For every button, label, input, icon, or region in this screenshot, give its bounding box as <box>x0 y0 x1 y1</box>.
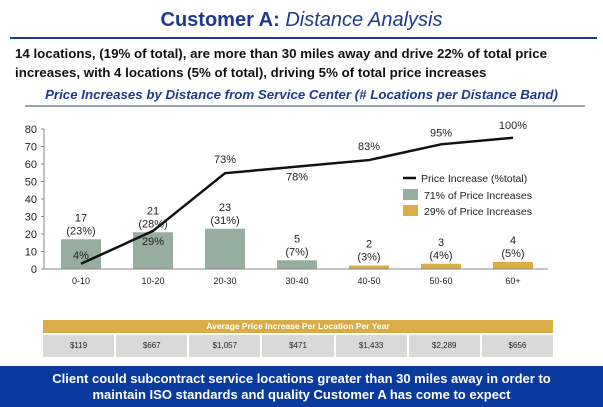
summary-line-2: increases, with 4 locations (5% of total… <box>15 65 487 80</box>
line-point-label: 4% <box>73 250 89 262</box>
bar <box>421 263 461 269</box>
line-point-label: 73% <box>214 154 236 166</box>
x-tick-label: 40-50 <box>357 276 380 285</box>
title-divider <box>10 37 597 39</box>
x-tick-label: 30-40 <box>285 276 308 285</box>
bar-value-label: 2 <box>366 239 372 251</box>
avg-price-table-header: Average Price Increase Per Location Per … <box>43 320 553 333</box>
price-increase-line: 4% 29% 73% 78% 83% 95% 100% <box>73 120 527 265</box>
chart-title-divider <box>25 105 585 107</box>
line-point-label: 78% <box>286 172 308 184</box>
y-axis: 0 10 20 30 40 50 60 70 80 <box>25 124 45 276</box>
banner-line-1: Client could subcontract service locatio… <box>52 371 551 386</box>
title-bold: Customer A: <box>160 9 280 31</box>
bar-pct-label: (7%) <box>285 246 308 258</box>
bar <box>277 260 317 269</box>
avg-price-cell: $667 <box>116 335 188 357</box>
avg-price-cell: $471 <box>262 335 334 357</box>
x-tick-label: 60+ <box>505 276 520 285</box>
bar <box>61 239 101 269</box>
bar <box>493 262 533 269</box>
bar-pct-label: (4%) <box>429 250 452 262</box>
line-point-label: 83% <box>358 141 380 153</box>
y-tick-label: 0 <box>31 264 37 276</box>
chart-title: Price Increases by Distance from Service… <box>45 87 558 102</box>
line-point-label: 100% <box>499 120 527 132</box>
x-axis: 0-10 10-20 20-30 30-40 40-50 50-60 60+ <box>44 268 548 285</box>
y-tick-label: 80 <box>25 124 37 136</box>
y-tick-label: 40 <box>25 194 37 206</box>
avg-price-cell: $119 <box>43 335 115 357</box>
bar-value-label: 21 <box>147 205 159 217</box>
legend-gold-swatch <box>403 205 418 216</box>
page-title: Customer A: Distance Analysis <box>0 9 603 32</box>
legend-label: 71% of Price Increases <box>424 190 532 202</box>
avg-price-table: Average Price Increase Per Location Per … <box>43 320 553 357</box>
avg-price-cell: $1,057 <box>189 335 261 357</box>
y-tick-label: 60 <box>25 159 37 171</box>
summary-line-1: 14 locations, (19% of total), are more t… <box>15 46 548 61</box>
bar-value-label: 17 <box>75 212 87 224</box>
legend-green-swatch <box>403 189 418 200</box>
line-point-label: 29% <box>142 236 164 248</box>
legend: Price Increase (%total) 71% of Price Incr… <box>403 173 532 218</box>
bar-value-label: 5 <box>294 233 300 245</box>
y-tick-label: 20 <box>25 229 37 241</box>
line-point-label: 95% <box>430 127 452 139</box>
y-tick-label: 50 <box>25 177 37 189</box>
bar-value-label: 23 <box>219 202 231 214</box>
y-tick-label: 70 <box>25 142 37 154</box>
avg-price-cell: $1,433 <box>335 335 407 357</box>
bar-value-label: 3 <box>438 237 444 249</box>
bar-value-label: 4 <box>510 235 516 247</box>
bar-pct-label: (28%) <box>138 218 167 230</box>
conclusion-banner: Client could subcontract service locatio… <box>0 366 603 407</box>
bar-pct-label: (31%) <box>210 215 239 227</box>
banner-line-2: maintain ISO standards and quality Custo… <box>92 387 511 402</box>
avg-price-cell: $2,289 <box>408 335 480 357</box>
x-tick-label: 0-10 <box>72 276 90 285</box>
title-italic: Distance Analysis <box>285 9 443 31</box>
x-tick-label: 50-60 <box>429 276 452 285</box>
legend-label: Price Increase (%total) <box>421 173 527 185</box>
bar <box>205 228 245 269</box>
legend-label: 29% of Price Increases <box>424 206 532 218</box>
avg-price-table-row: $119 $667 $1,057 $471 $1,433 $2,289 $656 <box>43 335 553 357</box>
x-tick-label: 10-20 <box>141 276 164 285</box>
y-tick-label: 30 <box>25 212 37 224</box>
y-tick-label: 10 <box>25 247 37 259</box>
bar-pct-label: (5%) <box>501 248 524 260</box>
bar-pct-label: (3%) <box>357 252 380 264</box>
bar <box>349 265 389 269</box>
summary-text: 14 locations, (19% of total), are more t… <box>15 44 600 82</box>
avg-price-cell: $656 <box>481 335 553 357</box>
x-tick-label: 20-30 <box>213 276 236 285</box>
bar-pct-label: (23%) <box>66 225 95 237</box>
